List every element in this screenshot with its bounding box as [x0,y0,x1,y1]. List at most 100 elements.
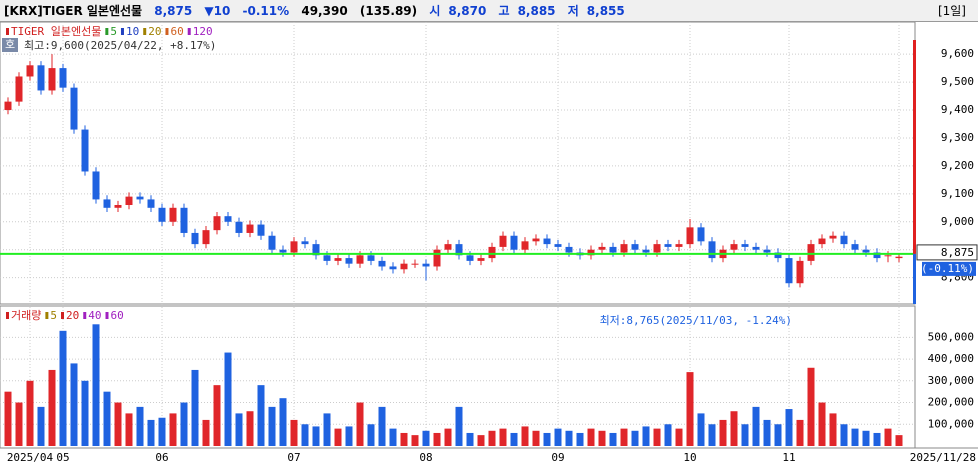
candle-body [818,238,826,245]
candle-body [785,258,793,284]
candle-body [444,244,452,250]
volume-bar [158,417,166,446]
volume-bar [345,426,353,446]
price-box-label: 8,875 [941,246,974,259]
volume-bar [92,324,100,446]
candle-body [433,249,441,267]
candle-body [609,246,617,253]
volume-bar [191,369,199,446]
legend-swatch [143,28,147,35]
volume-bar [488,430,496,446]
volume-bar [796,419,804,446]
legend-label: 60 [170,25,183,38]
pct-box [922,261,976,276]
candle-body [653,244,661,253]
legend-label: 5 [110,25,117,38]
change-pct: -0.11% [242,4,290,18]
candle-body [81,129,89,172]
high-label: 고 [498,4,510,18]
legend-swatch [187,28,191,35]
legend-label: TIGER 일본엔선물 [11,24,101,38]
candle-body [477,258,485,261]
volume-bar [873,432,881,446]
volume-bar [235,413,243,446]
volume-bar [510,432,518,446]
volume-bar [554,428,562,446]
volume-bar [763,419,771,446]
period[interactable]: [1일] [937,4,966,18]
legend-swatch [165,28,169,35]
volume-bar [807,367,815,446]
candle-body [774,252,782,259]
legend-swatch [120,28,124,35]
volume-bar [422,430,430,446]
volume-bar [411,435,419,446]
y-tick-label: 9,200 [941,159,974,172]
open: 8,870 [448,4,487,18]
volume-bar [400,432,408,446]
volume-bar [697,413,705,446]
volume-bar [752,406,760,446]
volume-bar [114,402,122,446]
candle-body [466,255,474,261]
y-tick-label: 9,600 [941,47,974,60]
x-tick-label: 05 [56,451,69,464]
legend-label: 10 [126,25,139,38]
x-tick-label: 2025/04 [7,451,54,464]
volume-bar [741,424,749,446]
volume-bar [664,424,672,446]
volume-bar [301,424,309,446]
candle-body [92,171,100,200]
x-tick-label: 08 [419,451,432,464]
volume-bar [785,409,793,446]
amount: (135.89) [359,4,418,18]
volume-bar [202,419,210,446]
candle-body [48,68,56,91]
volume-bar [466,432,474,446]
y-tick-label: 9,100 [941,187,974,200]
high: 8,885 [517,4,556,18]
candle-body [290,241,298,253]
candle-body [895,256,903,259]
candle-body [422,263,430,267]
volume-bar [312,426,320,446]
volume-bar [675,428,683,446]
legend-swatch [105,312,109,319]
volume: 49,390 [301,4,348,18]
candle-body [587,249,595,256]
volume-bar [862,430,870,446]
volume-bar [631,430,639,446]
candle-body [125,196,133,206]
volume-bar [598,430,606,446]
button[interactable] [2,38,18,52]
y-tick-label: 9,500 [941,75,974,88]
volume-bar [686,372,694,446]
y-tick-label: 9,300 [941,131,974,144]
legend-swatch [83,312,87,319]
volume-bar [125,413,133,446]
volume-bar [246,411,254,446]
volume-bar [70,363,78,446]
candle-body [565,246,573,253]
volume-bar [895,435,903,446]
volume-bar [37,406,45,446]
candle-body [356,255,364,264]
legend-label: 40 [88,309,101,322]
candle-body [752,246,760,250]
volume-bar [840,424,848,446]
legend-swatch [105,28,109,35]
volume-bar [257,385,265,446]
volume-bar [532,430,540,446]
candle-body [675,244,683,247]
candle-body [180,207,188,233]
candle-body [345,258,353,264]
legend-label: 20 [148,25,161,38]
legend-swatch [45,312,49,319]
candle-body [730,244,738,250]
candle-body [796,260,804,284]
candle-body [224,216,232,222]
candle-body [213,216,221,231]
volume-bar [224,352,232,446]
range-bar [913,253,916,304]
candle-body [37,65,45,91]
